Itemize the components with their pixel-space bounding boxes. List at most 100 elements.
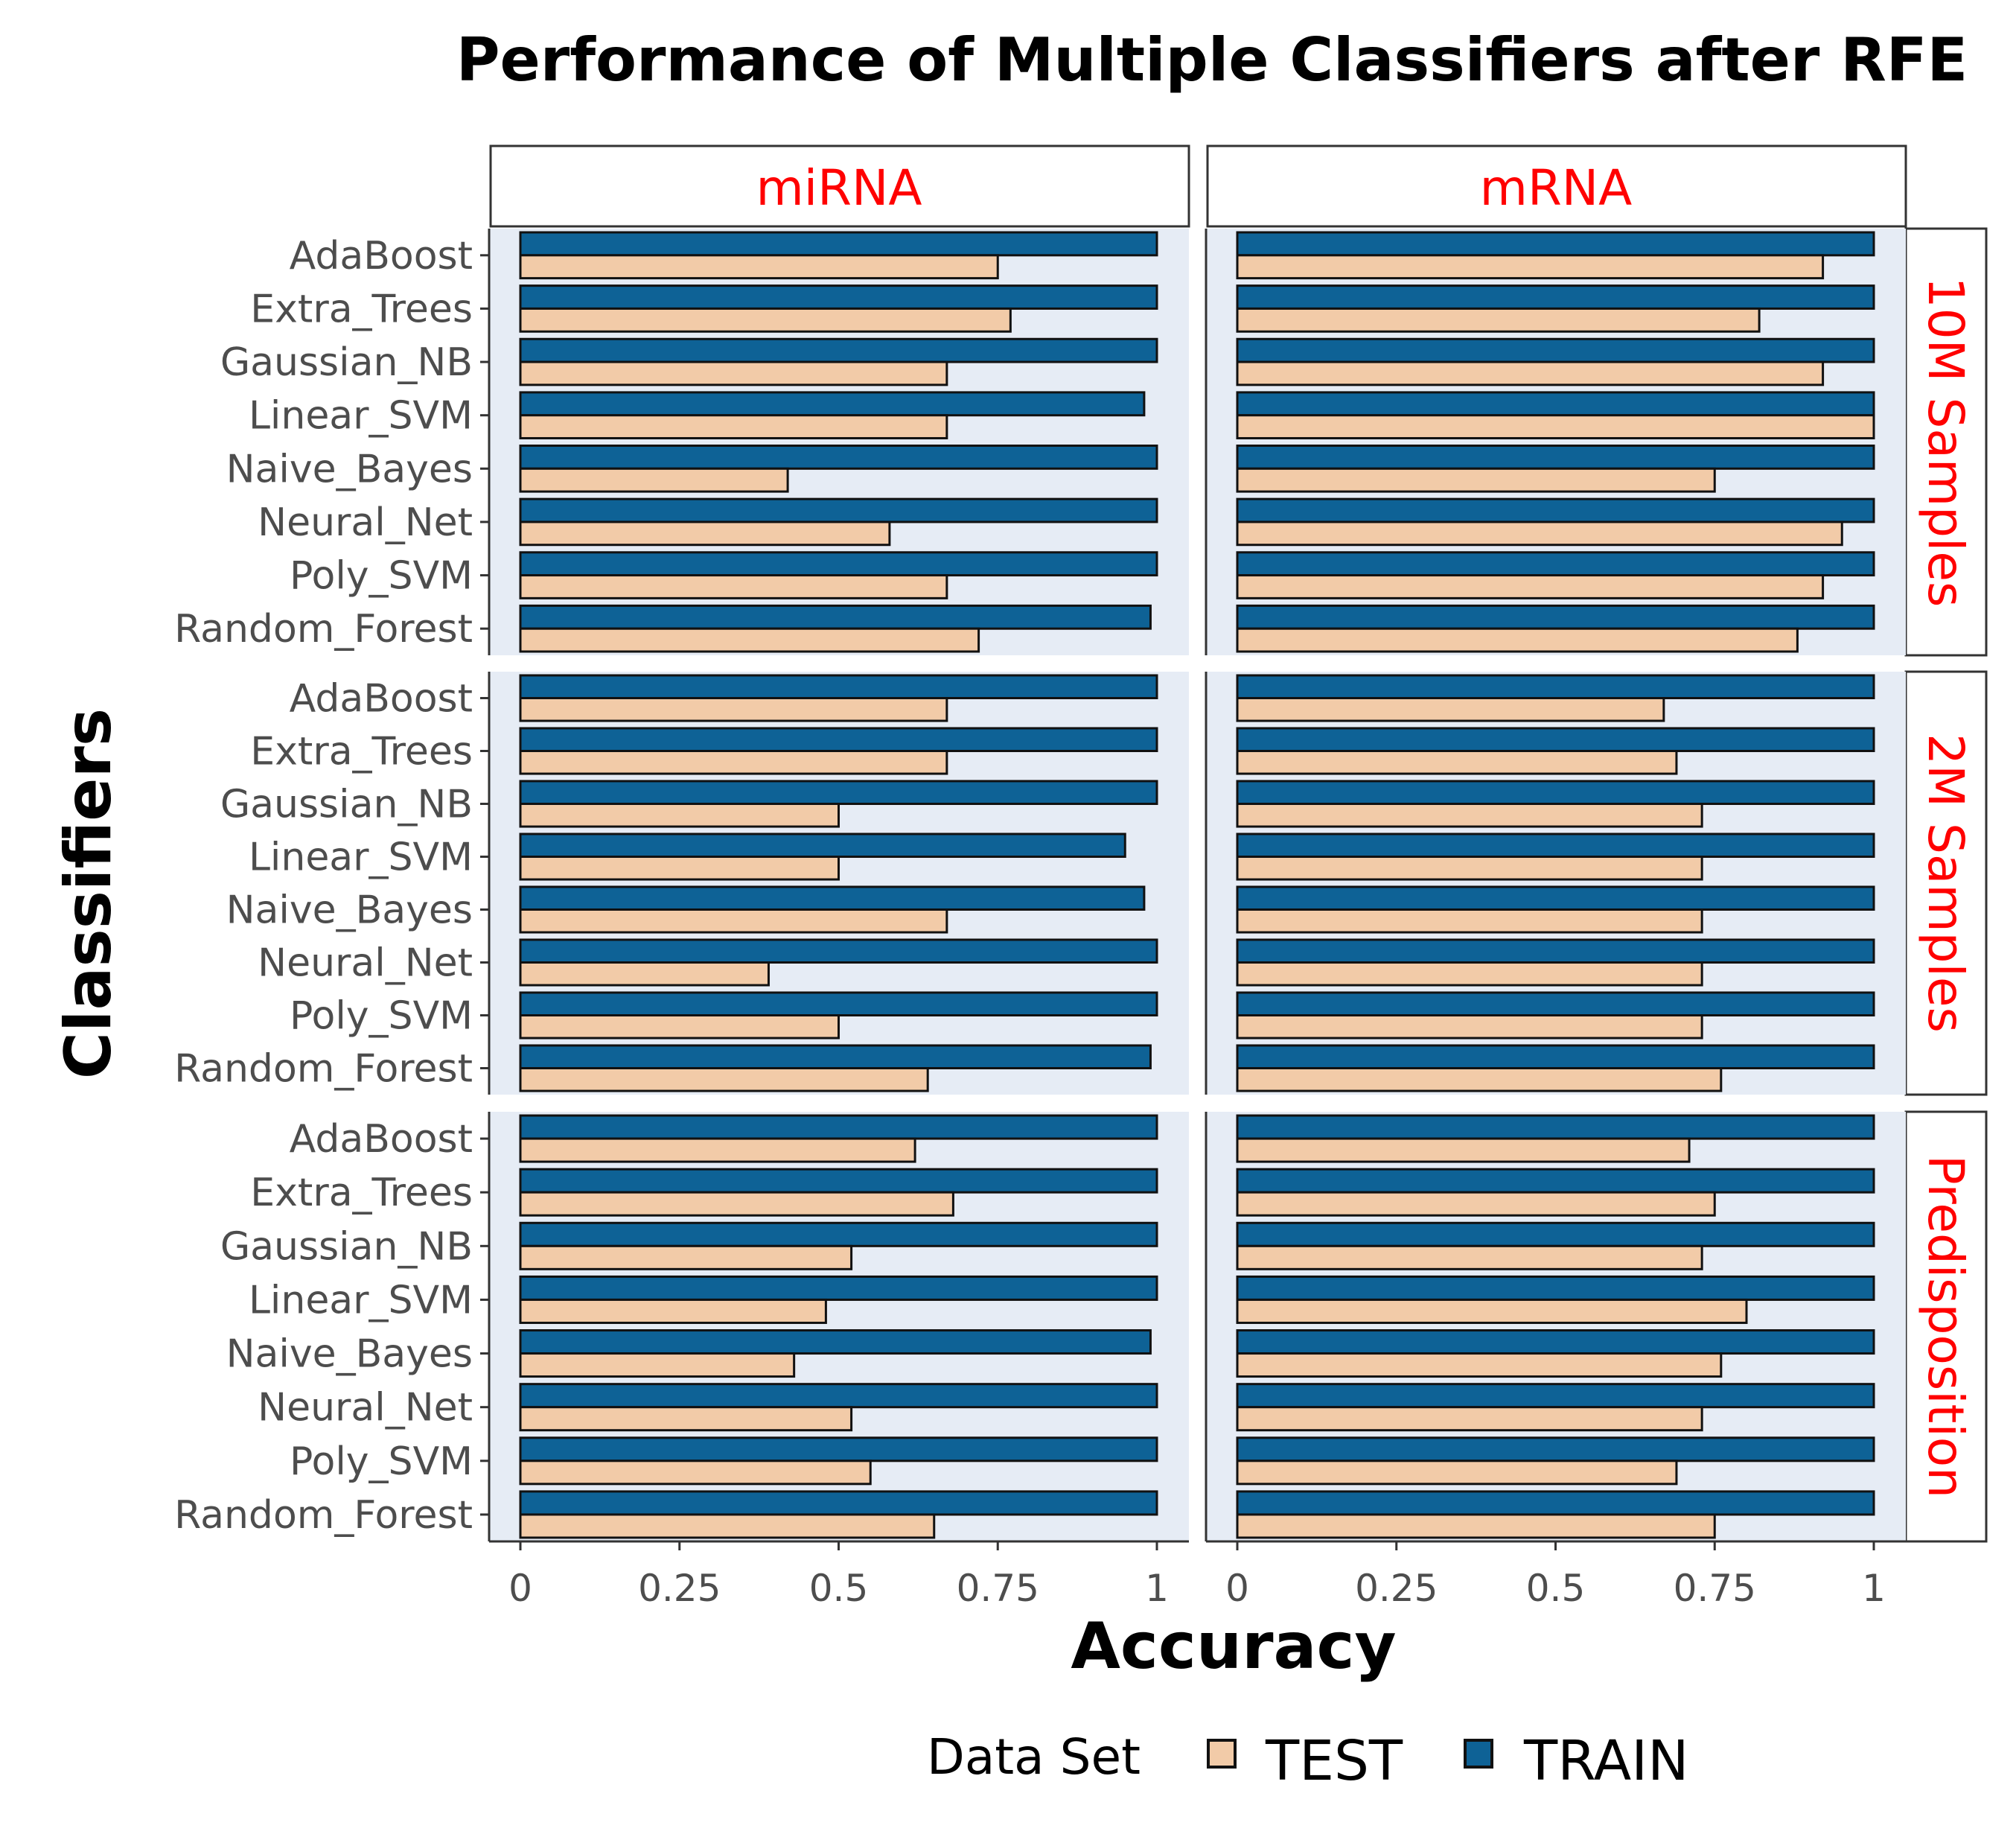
y-axis-title: Classifiers (51, 708, 126, 1079)
x-tick-label: 1 (1145, 1567, 1169, 1610)
x-axis-title: Accuracy (1071, 1609, 1396, 1684)
bar-train (1236, 1490, 1875, 1516)
bar-train (519, 1168, 1158, 1194)
bar-test (519, 1298, 827, 1324)
category-label: Extra_Trees (250, 1171, 473, 1215)
bar-train (1236, 1329, 1875, 1355)
bar-test (519, 856, 840, 881)
bar-train (519, 1221, 1158, 1247)
category-label: Neural_Net (258, 500, 473, 545)
category-label: AdaBoost (290, 1117, 473, 1162)
bar-test (519, 1513, 936, 1539)
bar-train (1236, 284, 1875, 310)
bar-train (1236, 727, 1875, 752)
bar-test (519, 254, 999, 280)
bar-train (1236, 337, 1875, 363)
bar-test (1236, 1513, 1716, 1539)
bar-train (519, 1044, 1152, 1069)
bar-train (1236, 938, 1875, 964)
category-label: Extra_Trees (250, 287, 473, 331)
bar-train (519, 1383, 1158, 1409)
bar-train (1236, 885, 1875, 911)
bar-train (519, 780, 1158, 805)
bar-train (519, 1490, 1158, 1516)
category-label: AdaBoost (290, 677, 473, 722)
bar-train (1236, 1044, 1875, 1069)
bar-train (519, 551, 1158, 577)
bar-test (519, 574, 948, 599)
bar-test (519, 1137, 916, 1163)
legend-label: TRAIN (1523, 1729, 1688, 1793)
bar-train (519, 991, 1158, 1016)
category-label: Random_Forest (174, 607, 473, 652)
bar-train (519, 1329, 1152, 1355)
column-strip-label: mRNA (1480, 159, 1633, 217)
bar-test (1236, 1460, 1678, 1486)
category-label: Naive_Bayes (226, 447, 473, 491)
category-label: Gaussian_NB (220, 1224, 473, 1269)
x-tick-label: 0.5 (809, 1567, 869, 1610)
bar-test (1236, 1298, 1748, 1324)
category-label: AdaBoost (290, 234, 473, 278)
bar-test (1236, 697, 1665, 722)
bar-train (1236, 780, 1875, 805)
bar-train (519, 337, 1158, 363)
x-tick-label: 0.25 (1355, 1567, 1438, 1610)
bar-train (1236, 991, 1875, 1016)
bar-test (519, 360, 948, 386)
bar-test (1236, 803, 1703, 828)
bar-train (1236, 445, 1875, 470)
row-strip-2 (1904, 1110, 1988, 1543)
bar-test (519, 307, 1012, 333)
bar-train (1236, 1275, 1875, 1301)
bar-test (1236, 908, 1703, 934)
category-label: Poly_SVM (290, 994, 473, 1039)
category-label: Random_Forest (174, 1047, 473, 1092)
row-strip-label: Predisposition (1917, 1155, 1974, 1498)
bar-train (1236, 551, 1875, 577)
bar-train (1236, 604, 1875, 630)
x-tick-label: 0.75 (1674, 1567, 1756, 1610)
bar-test (519, 803, 840, 828)
bar-train (519, 497, 1158, 523)
bar-train (1236, 1168, 1875, 1194)
bar-test (519, 1191, 954, 1217)
category-label: Linear_SVM (249, 394, 473, 439)
bar-test (1236, 961, 1703, 987)
bar-test (519, 627, 980, 653)
bar-test (1236, 307, 1761, 333)
category-label: Random_Forest (174, 1493, 473, 1538)
column-strip-label: miRNA (756, 159, 922, 217)
x-tick-label: 1 (1862, 1567, 1886, 1610)
category-label: Naive_Bayes (226, 1332, 473, 1377)
bar-train (1236, 231, 1875, 257)
category-label: Poly_SVM (290, 1439, 473, 1484)
x-tick-label: 0 (508, 1567, 532, 1610)
bar-train (1236, 1383, 1875, 1409)
row-strip-label: 10M Samples (1917, 277, 1974, 608)
bar-train (519, 284, 1158, 310)
bar-test (1236, 750, 1678, 775)
bar-test (519, 414, 948, 439)
bar-test (1236, 1191, 1716, 1217)
row-strip-1 (1904, 670, 1988, 1096)
category-label: Neural_Net (258, 941, 473, 986)
bar-train (519, 674, 1158, 699)
panels-layer: miRNA mRNA 10M Samples 2M Samples Predisposi… (174, 144, 1988, 1610)
bar-test (519, 467, 789, 493)
x-tick-label: 0.25 (638, 1567, 721, 1610)
category-label: Extra_Trees (250, 730, 473, 774)
bar-test (1236, 1014, 1703, 1040)
bar-test (1236, 1067, 1723, 1092)
bar-test (1236, 254, 1825, 280)
bar-train (1236, 833, 1875, 858)
bar-train (1236, 1221, 1875, 1247)
bar-test (519, 908, 948, 934)
x-tick-label: 0.5 (1526, 1567, 1586, 1610)
bar-train (519, 445, 1158, 470)
bar-test (519, 1067, 929, 1092)
bar-train (519, 604, 1152, 630)
bar-test (1236, 414, 1875, 439)
bar-train (1236, 391, 1875, 417)
